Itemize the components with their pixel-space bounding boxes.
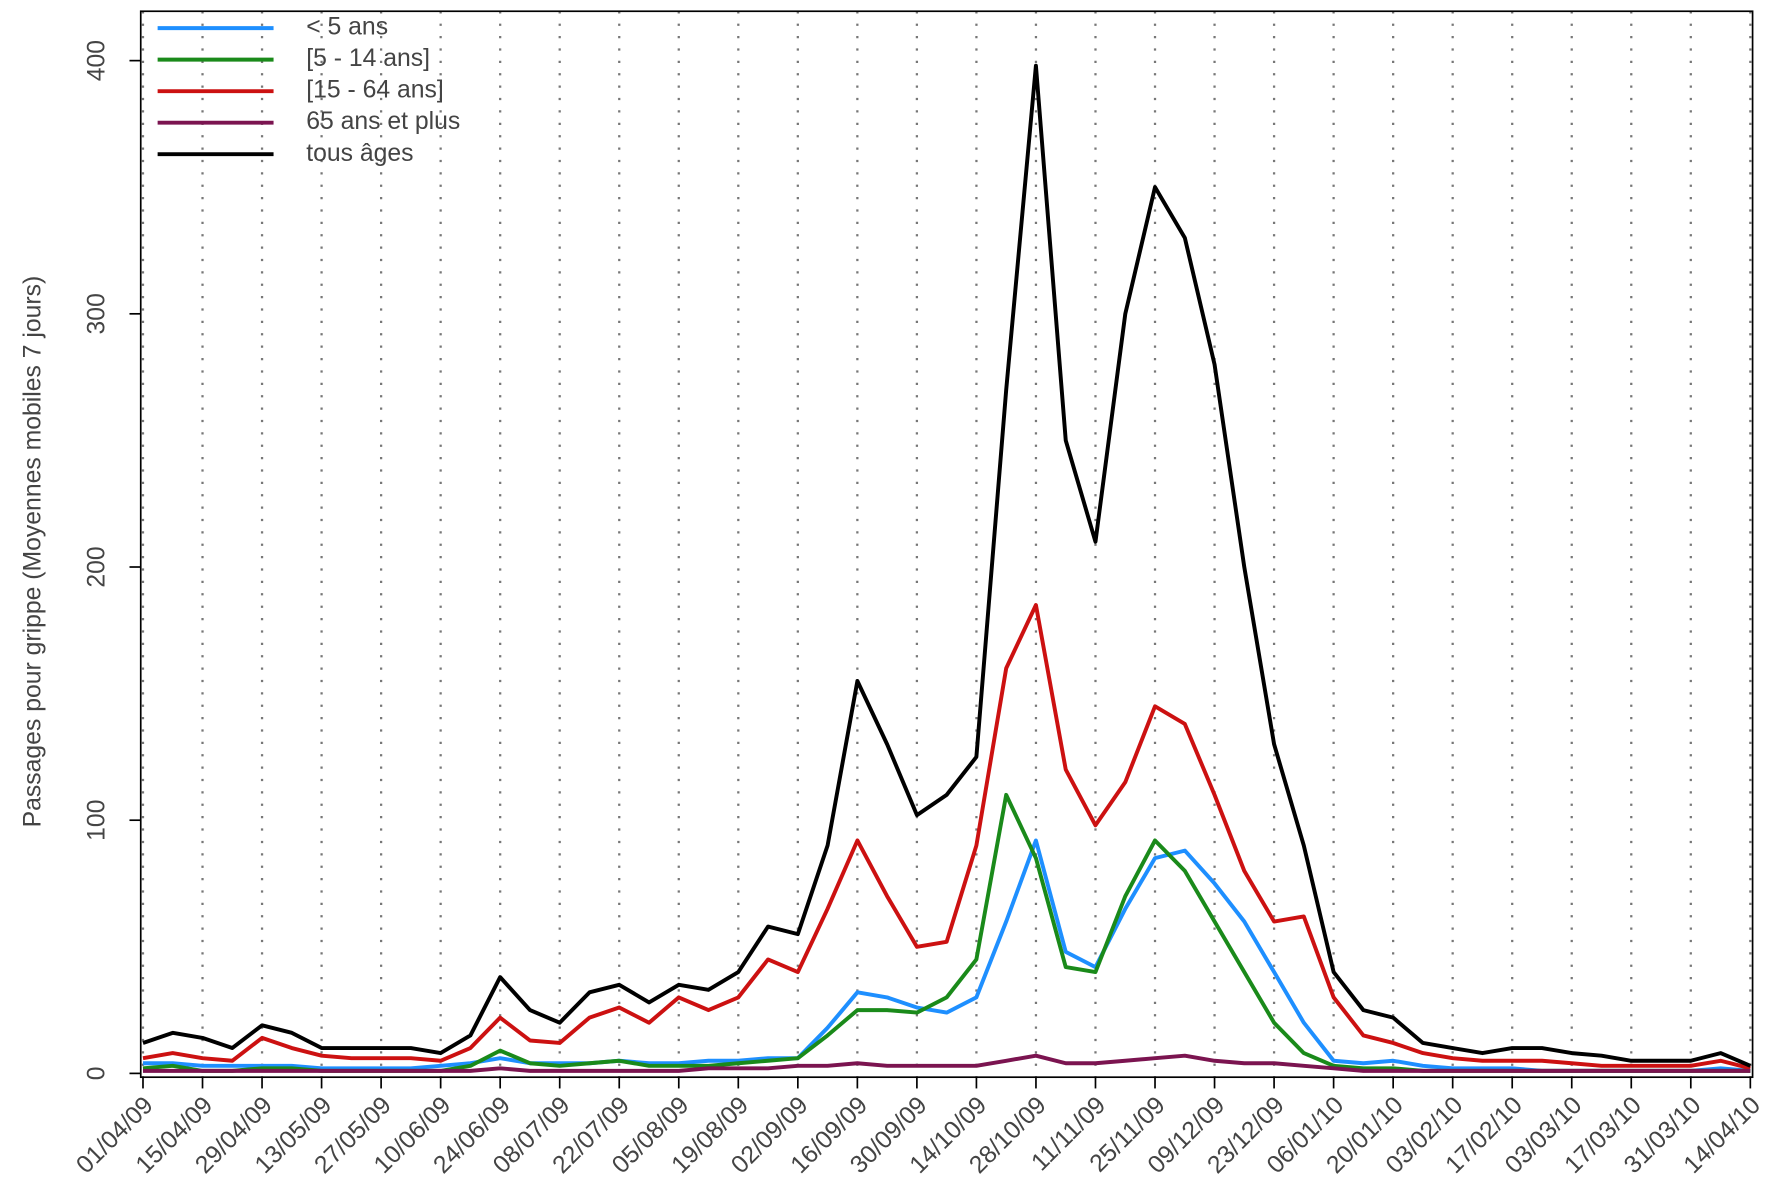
- legend-label: [5 - 14 ans]: [306, 45, 430, 72]
- y-tick-label: 100: [84, 800, 111, 841]
- series-line: [142, 838, 1751, 1073]
- y-axis-label: Passages pour grippe (Moyennes mobiles 7…: [19, 276, 46, 828]
- legend-label: < 5 ans: [306, 14, 388, 41]
- legend-label: tous âges: [306, 140, 413, 167]
- y-tick-label: 200: [84, 546, 111, 587]
- series-line: [142, 63, 1752, 1068]
- legend-label: [15 - 64 ans]: [306, 77, 444, 104]
- legend-label: 65 ans et plus: [306, 108, 460, 135]
- series-line: [142, 792, 1751, 1073]
- plot-frame: [139, 10, 1754, 1079]
- y-tick-label: 300: [84, 293, 111, 334]
- series-line: [142, 1053, 1751, 1073]
- series-line: [142, 603, 1751, 1071]
- y-tick-label: 400: [84, 40, 111, 81]
- y-tick-label: 0: [84, 1067, 111, 1081]
